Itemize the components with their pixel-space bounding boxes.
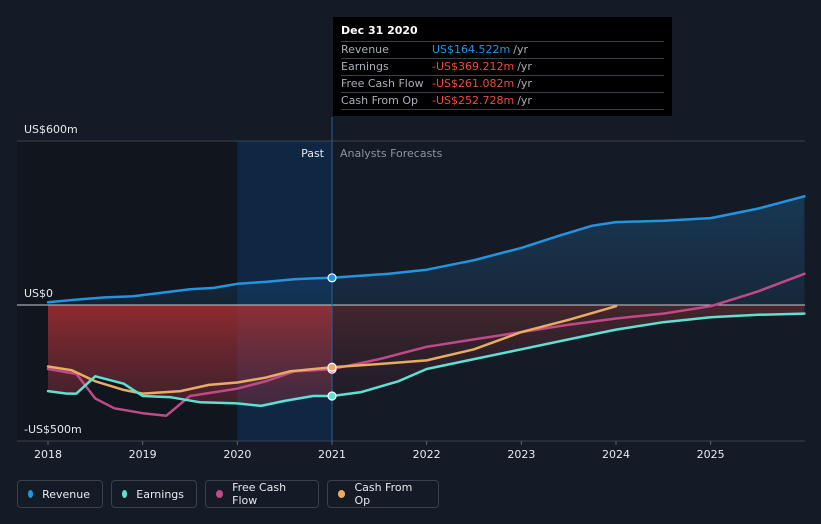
legend-label: Cash From Op (354, 481, 413, 507)
tooltip-date: Dec 31 2020 (341, 24, 418, 37)
tooltip-unit: /yr (517, 77, 532, 90)
y-tick-label-bottom: -US$500m (24, 423, 82, 436)
earnings-line (46, 312, 806, 408)
x-tick-label: 2019 (129, 448, 157, 461)
x-tick-label: 2022 (413, 448, 441, 461)
tooltip-row-earnings: Earnings -US$369.212m /yr (341, 58, 664, 75)
tooltip-unit: /yr (513, 43, 528, 56)
tooltip-value: US$164.522m (432, 43, 511, 56)
earnings-area-forecast (332, 305, 805, 396)
tooltip-value: -US$369.212m (432, 60, 515, 73)
legend: Revenue Earnings Free Cash Flow Cash Fro… (17, 480, 439, 508)
tooltip: Dec 31 2020 Revenue US$164.522m /yr Earn… (333, 17, 672, 116)
forecast-label: Analysts Forecasts (340, 147, 443, 160)
legend-item-earnings[interactable]: Earnings (111, 480, 197, 508)
legend-dot-icon (216, 490, 224, 498)
tooltip-label: Earnings (341, 60, 389, 73)
tooltip-row-cash-from-op: Cash From Op -US$252.728m /yr (341, 92, 664, 110)
y-tick-label-top: US$600m (24, 123, 78, 136)
x-tick-label: 2025 (697, 448, 725, 461)
revenue-line (46, 195, 806, 304)
tooltip-label: Cash From Op (341, 94, 419, 107)
x-tick-label: 2024 (602, 448, 630, 461)
past-label: Past (301, 147, 325, 160)
tooltip-unit: /yr (517, 60, 532, 73)
x-tick-label: 2023 (507, 448, 535, 461)
earnings-area-past (48, 305, 332, 406)
tooltip-value: -US$261.082m (432, 77, 515, 90)
x-tick-label: 2020 (223, 448, 251, 461)
legend-dot-icon (338, 490, 346, 498)
legend-dot-icon (122, 490, 128, 498)
cash-from-op-line (46, 304, 618, 395)
tooltip-row-revenue: Revenue US$164.522m /yr (341, 41, 664, 58)
revenue-area (48, 196, 805, 305)
tooltip-value: -US$252.728m (432, 94, 515, 107)
tooltip-label: Revenue (341, 43, 389, 56)
tooltip-unit: /yr (517, 94, 532, 107)
legend-dot-icon (28, 490, 34, 498)
earnings-marker (327, 391, 337, 401)
x-tick-label: 2018 (34, 448, 62, 461)
legend-item-cash-from-op[interactable]: Cash From Op (327, 480, 439, 508)
legend-label: Earnings (136, 487, 184, 501)
cash-from-op-marker (327, 362, 337, 372)
legend-item-revenue[interactable]: Revenue (17, 480, 103, 508)
revenue-marker (327, 273, 337, 283)
legend-label: Free Cash Flow (232, 481, 287, 507)
legend-label: Revenue (42, 487, 90, 501)
y-tick-label-zero: US$0 (24, 287, 54, 300)
legend-item-free-cash-flow[interactable]: Free Cash Flow (205, 480, 319, 508)
tooltip-label: Free Cash Flow (341, 77, 424, 90)
tooltip-row-free-cash-flow: Free Cash Flow -US$261.082m /yr (341, 75, 664, 92)
x-tick-label: 2021 (318, 448, 346, 461)
